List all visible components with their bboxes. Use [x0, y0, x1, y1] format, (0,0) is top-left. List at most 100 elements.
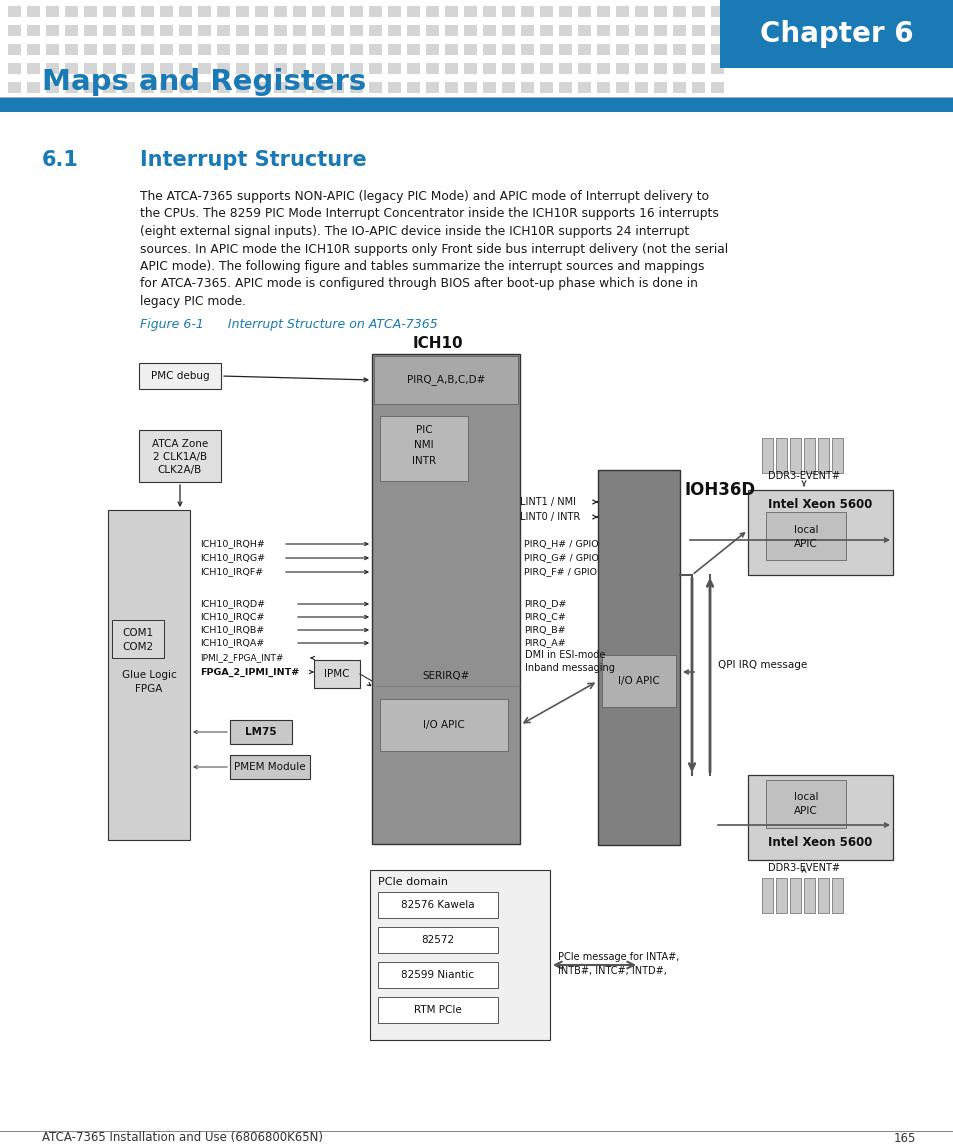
- Bar: [691, 6, 704, 17]
- Bar: [274, 82, 287, 93]
- Bar: [216, 82, 230, 93]
- Bar: [597, 82, 609, 93]
- Bar: [198, 44, 211, 55]
- Bar: [501, 82, 515, 93]
- Bar: [601, 655, 676, 706]
- Text: CLK2A/B: CLK2A/B: [157, 465, 202, 475]
- Bar: [122, 44, 135, 55]
- Bar: [312, 82, 325, 93]
- Bar: [254, 82, 268, 93]
- Text: IOH36D: IOH36D: [684, 481, 756, 499]
- Bar: [539, 63, 553, 74]
- Bar: [179, 63, 192, 74]
- Bar: [747, 490, 892, 575]
- Text: Maps and Registers: Maps and Registers: [42, 68, 366, 96]
- Bar: [597, 44, 609, 55]
- Text: PCIe domain: PCIe domain: [377, 877, 448, 887]
- Bar: [103, 82, 116, 93]
- Bar: [372, 354, 519, 844]
- Bar: [407, 25, 419, 35]
- Text: DMI in ESI-mode: DMI in ESI-mode: [524, 650, 605, 660]
- Text: INTR: INTR: [412, 456, 436, 466]
- Bar: [8, 44, 21, 55]
- Text: LINT0 / INTR: LINT0 / INTR: [519, 512, 579, 522]
- Bar: [520, 63, 534, 74]
- Bar: [672, 82, 685, 93]
- Bar: [444, 6, 457, 17]
- Bar: [312, 63, 325, 74]
- Bar: [230, 720, 292, 744]
- Text: SERIRQ#: SERIRQ#: [422, 671, 469, 681]
- Bar: [775, 439, 786, 473]
- Bar: [691, 63, 704, 74]
- Bar: [84, 25, 97, 35]
- Bar: [558, 63, 572, 74]
- Bar: [27, 25, 40, 35]
- Bar: [463, 6, 476, 17]
- Text: LINT1 / NMI: LINT1 / NMI: [519, 497, 576, 507]
- Text: PMC debug: PMC debug: [151, 371, 209, 381]
- Bar: [198, 82, 211, 93]
- Text: ICH10_IRQB#: ICH10_IRQB#: [200, 625, 264, 634]
- Bar: [654, 44, 666, 55]
- Text: I/O APIC: I/O APIC: [618, 676, 659, 686]
- Text: local: local: [793, 526, 818, 535]
- Text: PCIe message for INTA#,: PCIe message for INTA#,: [558, 951, 679, 962]
- Text: FPGA: FPGA: [135, 684, 163, 694]
- Bar: [27, 44, 40, 55]
- Bar: [635, 44, 647, 55]
- Text: PIRQ_H# / GPIO: PIRQ_H# / GPIO: [523, 539, 598, 548]
- Bar: [654, 82, 666, 93]
- Bar: [8, 6, 21, 17]
- Bar: [8, 63, 21, 74]
- Bar: [103, 63, 116, 74]
- Bar: [520, 25, 534, 35]
- Text: PIRQ_A,B,C,D#: PIRQ_A,B,C,D#: [406, 374, 485, 386]
- Bar: [103, 44, 116, 55]
- Bar: [616, 25, 628, 35]
- Bar: [293, 25, 306, 35]
- Text: COM1: COM1: [122, 627, 153, 638]
- Bar: [635, 25, 647, 35]
- Bar: [463, 63, 476, 74]
- Bar: [198, 63, 211, 74]
- Bar: [539, 44, 553, 55]
- Bar: [482, 63, 496, 74]
- Text: for ATCA-7365. APIC mode is configured through BIOS after boot-up phase which is: for ATCA-7365. APIC mode is configured t…: [140, 277, 698, 291]
- Bar: [8, 82, 21, 93]
- Bar: [139, 431, 221, 482]
- Text: 165: 165: [893, 1131, 915, 1145]
- Bar: [407, 82, 419, 93]
- Bar: [369, 25, 381, 35]
- Bar: [312, 25, 325, 35]
- Text: PIRQ_G# / GPIO: PIRQ_G# / GPIO: [523, 553, 598, 562]
- Bar: [691, 25, 704, 35]
- Bar: [179, 25, 192, 35]
- Text: APIC mode). The following figure and tables summarize the interrupt sources and : APIC mode). The following figure and tab…: [140, 260, 703, 273]
- Bar: [314, 660, 359, 688]
- Text: ICH10_IRQG#: ICH10_IRQG#: [200, 553, 265, 562]
- Bar: [160, 82, 172, 93]
- Text: ATCA-7365 Installation and Use (6806800K65N): ATCA-7365 Installation and Use (6806800K…: [42, 1131, 323, 1145]
- Bar: [216, 6, 230, 17]
- Bar: [331, 44, 344, 55]
- Bar: [254, 44, 268, 55]
- Text: PIRQ_A#: PIRQ_A#: [523, 639, 565, 648]
- Bar: [27, 6, 40, 17]
- Bar: [789, 439, 801, 473]
- Bar: [46, 63, 59, 74]
- Bar: [216, 63, 230, 74]
- Bar: [817, 439, 828, 473]
- Bar: [578, 6, 590, 17]
- Bar: [122, 82, 135, 93]
- Bar: [501, 6, 515, 17]
- Bar: [254, 25, 268, 35]
- Text: ICH10_IRQA#: ICH10_IRQA#: [200, 639, 264, 648]
- Bar: [198, 25, 211, 35]
- Bar: [379, 416, 468, 481]
- Text: INTB#, INTC#, INTD#,: INTB#, INTC#, INTD#,: [558, 966, 666, 976]
- Bar: [84, 6, 97, 17]
- Bar: [407, 6, 419, 17]
- Bar: [377, 962, 497, 988]
- Bar: [274, 25, 287, 35]
